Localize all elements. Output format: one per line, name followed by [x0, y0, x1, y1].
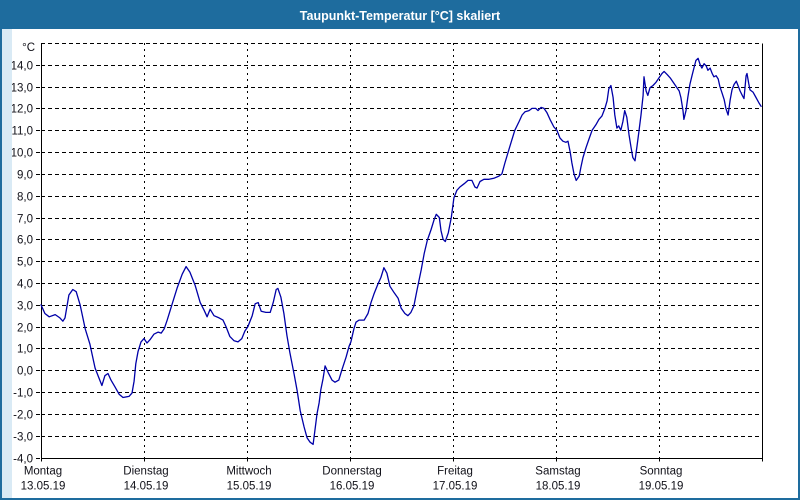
dewpoint-chart: 14,0 13,0 12,0 11,0 10,0 9,0 8,0 7,0 6,0 5,0 4,0 3,… [11, 42, 763, 493]
y-tick-label: 11,0 [12, 126, 33, 138]
day-label: Montag [24, 466, 62, 478]
date-label: 14.05.19 [124, 481, 169, 493]
y-tick-label: 5,0 [17, 257, 33, 269]
day-label: Samstag [535, 466, 580, 478]
y-tick-label: 0,0 [17, 366, 33, 378]
y-tick-label: -4,0 [13, 454, 33, 466]
tick-marks [36, 65, 763, 462]
y-tick-label: 14,0 [12, 61, 33, 73]
day-label: Freitag [437, 466, 473, 478]
title-bar: Taupunkt-Temperatur [°C] skaliert [2, 2, 798, 29]
series [40, 57, 762, 446]
date-label: 16.05.19 [330, 481, 375, 493]
y-tick-label: 8,0 [17, 192, 33, 204]
y-tick-label: -2,0 [13, 410, 33, 422]
day-label: Dienstag [123, 466, 168, 478]
chart-panel: 14,0 13,0 12,0 11,0 10,0 9,0 8,0 7,0 6,0 5,0 4,0 3,… [11, 29, 798, 498]
y-tick-label: -3,0 [13, 432, 33, 444]
y-axis-unit-label: °C [22, 42, 35, 54]
day-label: Sonntag [640, 466, 683, 478]
date-label: 19.05.19 [639, 481, 684, 493]
y-tick-label: 13,0 [12, 83, 33, 95]
day-label: Mittwoch [226, 466, 271, 478]
y-tick-label: 4,0 [17, 279, 33, 291]
date-label: 17.05.19 [433, 481, 478, 493]
y-tick-label: 6,0 [17, 235, 33, 247]
axes [41, 43, 763, 459]
date-label: 18.05.19 [536, 481, 581, 493]
date-label: 13.05.19 [21, 481, 66, 493]
y-tick-label: 3,0 [17, 301, 33, 313]
y-tick-label: 2,0 [17, 323, 33, 335]
window-title: Taupunkt-Temperatur [°C] skaliert [299, 8, 501, 23]
temperature-line [40, 57, 762, 446]
y-tick-label: 1,0 [17, 344, 33, 356]
y-tick-label: 10,0 [12, 148, 33, 160]
axis-labels: 14,0 13,0 12,0 11,0 10,0 9,0 8,0 7,0 6,0 5,0 4,0 3,… [11, 42, 684, 493]
y-tick-label: 9,0 [17, 170, 33, 182]
date-label: 15.05.19 [227, 481, 272, 493]
y-tick-label: 7,0 [17, 214, 33, 226]
y-tick-label: 12,0 [12, 104, 33, 116]
grid-lines [41, 43, 762, 458]
day-label: Donnerstag [322, 466, 381, 478]
y-tick-label: -1,0 [13, 388, 33, 400]
